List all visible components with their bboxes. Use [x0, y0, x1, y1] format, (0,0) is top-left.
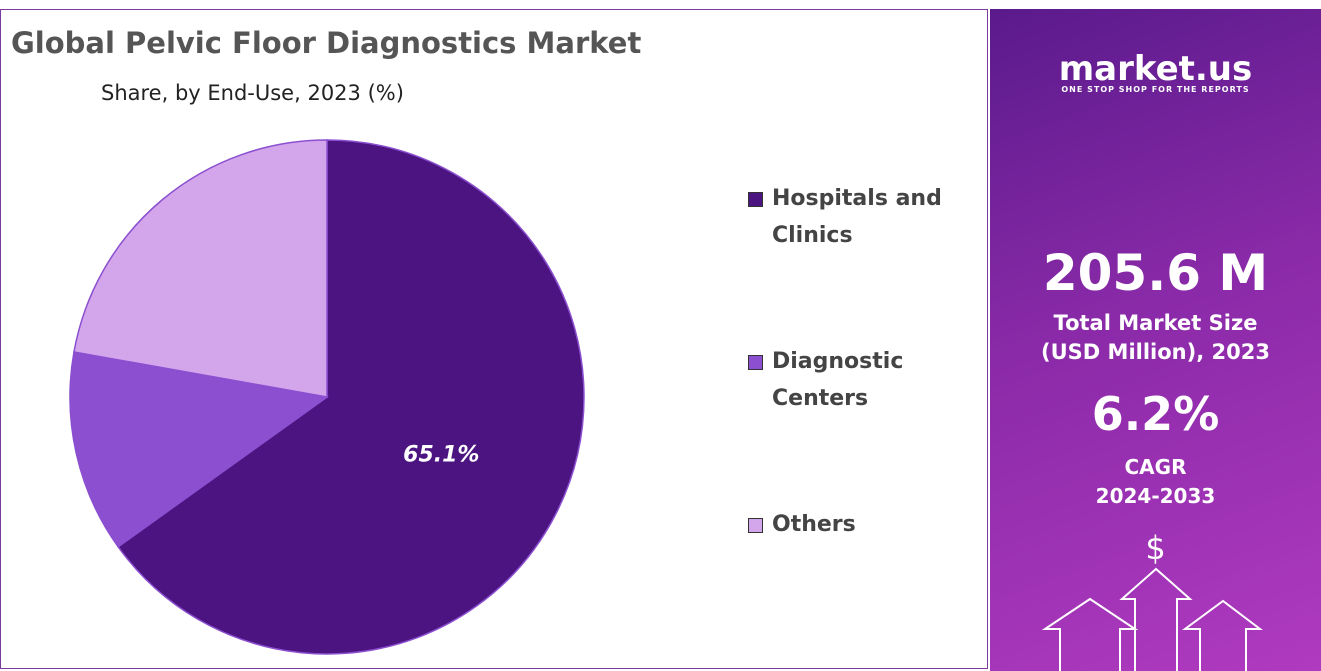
pie-slice	[117, 139, 585, 655]
legend-label: Others	[772, 512, 856, 537]
legend-label: Hospitals and Clinics	[772, 186, 942, 248]
arrow-icon	[1119, 567, 1193, 671]
chart-title: Global Pelvic Floor Diagnostics Market	[11, 26, 642, 60]
legend-swatch	[748, 192, 763, 207]
pie-slice	[73, 139, 328, 398]
chart-area: Global Pelvic Floor Diagnostics Market S…	[0, 9, 988, 669]
market-size-label: (USD Million), 2023	[1041, 340, 1270, 364]
arrow-icon	[1181, 599, 1263, 671]
market-size-label: Total Market Size	[1053, 311, 1258, 335]
legend-item: Diagnostic Centers	[748, 343, 992, 417]
chart-subtitle: Share, by End-Use, 2023 (%)	[101, 81, 404, 105]
legend-swatch	[748, 518, 763, 533]
tagline: ONE STOP SHOP FOR THE REPORTS	[1061, 85, 1250, 94]
brand: market.us	[1058, 49, 1253, 89]
legend-item: Others	[748, 506, 992, 543]
pie-slice	[69, 351, 329, 548]
legend-item: Hospitals and Clinics	[748, 180, 992, 254]
cagr-label: CAGR	[1124, 455, 1187, 479]
cagr: 6.2%	[1091, 387, 1220, 441]
market-size: 205.6 M	[1042, 244, 1269, 302]
currency-icon: $	[1145, 529, 1166, 567]
pie-chart: 65.1%	[69, 139, 585, 655]
legend-label: Diagnostic Centers	[772, 349, 904, 411]
legend-swatch	[748, 355, 763, 370]
cagr-label: 2024-2033	[1095, 484, 1216, 508]
data-label: 65.1%	[403, 443, 479, 468]
arrow-icon	[1041, 597, 1139, 671]
info-panel: market.us ONE STOP SHOP FOR THE REPORTS …	[990, 9, 1321, 671]
arrows	[1041, 567, 1263, 671]
